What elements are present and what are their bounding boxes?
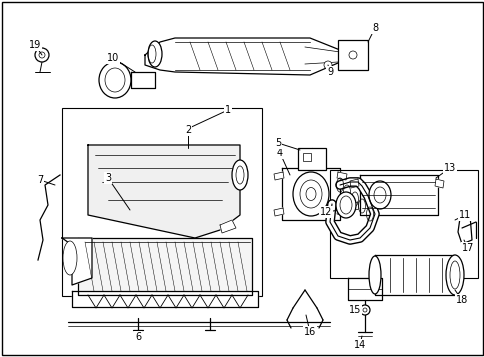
Text: 19: 19 <box>29 40 41 50</box>
Bar <box>337 40 367 70</box>
Circle shape <box>323 61 332 69</box>
Polygon shape <box>359 175 437 215</box>
Ellipse shape <box>231 160 247 190</box>
Polygon shape <box>348 278 381 300</box>
Text: 16: 16 <box>303 327 316 337</box>
Text: 13: 13 <box>443 163 455 173</box>
Text: 14: 14 <box>353 340 365 350</box>
Text: 18: 18 <box>455 295 467 305</box>
Ellipse shape <box>445 255 463 295</box>
Circle shape <box>35 48 49 62</box>
Ellipse shape <box>373 187 385 203</box>
Ellipse shape <box>148 41 162 67</box>
Polygon shape <box>349 179 358 188</box>
Ellipse shape <box>305 187 316 201</box>
Ellipse shape <box>236 166 243 184</box>
Text: 2: 2 <box>184 125 191 135</box>
Polygon shape <box>220 220 236 233</box>
Text: 9: 9 <box>326 67 333 77</box>
Ellipse shape <box>99 62 131 98</box>
Polygon shape <box>457 215 471 244</box>
Ellipse shape <box>292 172 328 216</box>
Polygon shape <box>273 172 284 180</box>
Ellipse shape <box>368 181 390 209</box>
Polygon shape <box>62 238 92 285</box>
Polygon shape <box>78 238 252 295</box>
Circle shape <box>362 308 366 312</box>
Circle shape <box>348 51 356 59</box>
Ellipse shape <box>63 241 77 275</box>
Text: 15: 15 <box>348 305 361 315</box>
Text: 3: 3 <box>105 173 111 183</box>
Polygon shape <box>349 202 358 211</box>
Text: 17: 17 <box>461 243 473 253</box>
Text: 4: 4 <box>276 148 283 158</box>
Text: 8: 8 <box>371 23 378 33</box>
Polygon shape <box>374 255 454 295</box>
Polygon shape <box>72 291 257 307</box>
Ellipse shape <box>368 256 380 294</box>
Polygon shape <box>88 145 240 238</box>
Polygon shape <box>434 179 443 188</box>
Circle shape <box>39 52 45 58</box>
Bar <box>329 170 477 278</box>
Bar <box>302 153 310 161</box>
Polygon shape <box>281 168 339 220</box>
Text: 1: 1 <box>225 105 230 115</box>
Ellipse shape <box>300 180 321 208</box>
Text: 7: 7 <box>37 175 43 185</box>
Text: 10: 10 <box>106 53 119 63</box>
Polygon shape <box>336 208 346 216</box>
Ellipse shape <box>339 196 351 214</box>
Circle shape <box>359 305 369 315</box>
Polygon shape <box>273 208 284 216</box>
Text: 6: 6 <box>135 332 141 342</box>
Bar <box>297 148 325 170</box>
Polygon shape <box>131 72 155 88</box>
Text: 11: 11 <box>458 210 470 220</box>
Polygon shape <box>336 172 346 180</box>
Text: 5: 5 <box>274 138 281 148</box>
Text: 12: 12 <box>319 207 332 217</box>
Ellipse shape <box>105 68 125 92</box>
Ellipse shape <box>335 192 355 218</box>
Bar <box>62 108 261 296</box>
Ellipse shape <box>449 261 459 289</box>
Polygon shape <box>145 38 344 75</box>
